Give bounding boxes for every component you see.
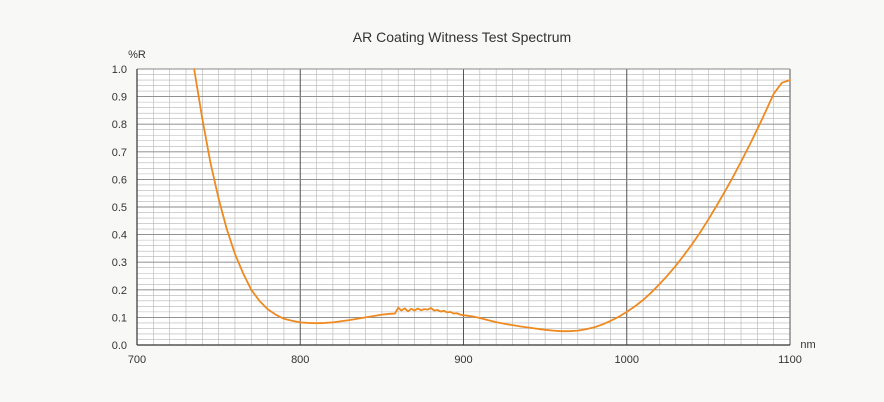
axes — [136, 69, 790, 346]
x-tick-label: 1000 — [615, 354, 639, 366]
y-tick-label: 0.6 — [112, 174, 127, 186]
x-tick-label: 800 — [291, 354, 309, 366]
y-tick-label: 0.0 — [112, 340, 127, 352]
y-tick-label: 1.0 — [112, 64, 127, 76]
series-layer — [193, 68, 791, 333]
y-tick-label: 0.9 — [112, 92, 127, 104]
x-axis-label: nm — [800, 339, 815, 351]
x-tick-label: 700 — [128, 354, 146, 366]
y-tick-label: 0.1 — [112, 312, 127, 324]
y-tick-label: 0.4 — [112, 230, 127, 242]
y-tick-label: 0.5 — [112, 202, 127, 214]
y-tick-label: 0.8 — [112, 119, 127, 131]
x-tick-label: 1100 — [778, 354, 802, 366]
y-axis-label: %R — [128, 49, 146, 61]
chart-title: AR Coating Witness Test Spectrum — [353, 29, 571, 45]
y-axis-ticks: 0.0 0.1 0.2 0.3 0.4 0.5 0.6 0.7 0.8 0.9 1.0 — [112, 64, 127, 352]
y-tick-label: 0.7 — [112, 147, 127, 159]
y-tick-label: 0.2 — [112, 285, 127, 297]
x-axis-ticks: 700 800 900 1000 1100 — [128, 354, 802, 366]
series-line-reflectance — [193, 68, 791, 333]
y-tick-label: 0.3 — [112, 257, 127, 269]
x-tick-label: 900 — [454, 354, 472, 366]
